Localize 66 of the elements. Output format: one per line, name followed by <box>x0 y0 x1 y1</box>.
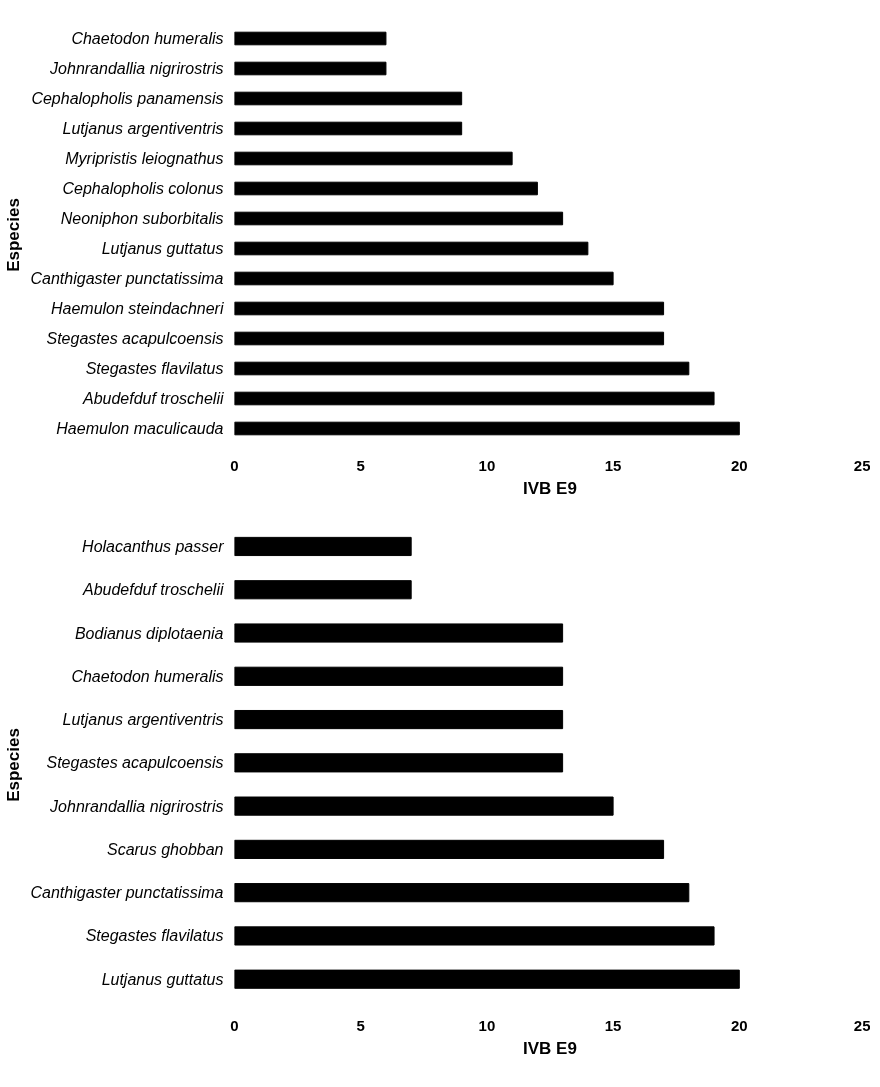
y-tick-label: Lutjanus guttatus <box>101 240 224 257</box>
y-axis-title: Especies <box>3 198 23 272</box>
bar <box>234 391 715 406</box>
bar <box>234 421 740 436</box>
y-tick-label: Johnrandallia nigrirostris <box>49 797 224 815</box>
x-tick-label: 20 <box>730 456 748 474</box>
y-tick-label: Bodianus diplotaenia <box>74 624 224 642</box>
y-tick-label: Abudefduf troschelii <box>81 390 224 407</box>
bar <box>234 31 387 46</box>
bar <box>234 709 564 730</box>
y-tick-label: Lutjanus argentiventris <box>62 711 224 729</box>
x-tick-label: 5 <box>356 1016 365 1034</box>
x-tick-label: 25 <box>853 1016 871 1034</box>
y-tick-label: Neoniphon suborbitalis <box>60 210 224 227</box>
y-tick-label: Stegastes flavilatus <box>85 360 224 377</box>
bar <box>234 211 564 226</box>
bar <box>234 796 614 816</box>
y-tick-label: Chaetodon humeralis <box>71 30 224 47</box>
x-tick-label: 0 <box>230 1016 239 1034</box>
y-tick-label: Scarus ghobban <box>106 840 224 858</box>
bar <box>234 623 564 643</box>
y-tick-label: Cephalopholis colonus <box>62 180 224 197</box>
y-tick-label: Haemulon steindachneri <box>50 300 224 317</box>
y-tick-label: Canthigaster punctatissima <box>30 270 224 287</box>
x-axis-title: IVB E9 <box>523 1038 577 1058</box>
bar <box>234 666 564 686</box>
y-tick-label: Lutjanus guttatus <box>101 970 224 988</box>
bar <box>234 151 513 166</box>
bar <box>234 969 740 989</box>
x-tick-label: 25 <box>853 456 871 474</box>
bar <box>234 536 412 557</box>
x-tick-label: 15 <box>604 1016 622 1034</box>
x-tick-label: 15 <box>604 456 622 474</box>
x-tick-label: 0 <box>230 456 239 474</box>
bar <box>234 580 412 600</box>
y-tick-label: Lutjanus argentiventris <box>62 120 224 137</box>
x-tick-label: 10 <box>478 456 496 474</box>
bar <box>234 241 589 256</box>
x-axis-title: IVB E9 <box>523 478 577 498</box>
bar <box>234 121 463 136</box>
bar <box>234 331 665 346</box>
y-tick-label: Holacanthus passer <box>82 537 225 555</box>
y-tick-label: Canthigaster punctatissima <box>30 884 224 902</box>
y-tick-label: Johnrandallia nigrirostris <box>49 60 224 77</box>
x-tick-label: 10 <box>478 1016 496 1034</box>
x-tick-label: 20 <box>730 1016 748 1034</box>
bar <box>234 839 665 859</box>
bar <box>234 753 564 773</box>
bar <box>234 181 538 196</box>
bar <box>234 271 614 286</box>
bar <box>234 883 690 903</box>
bar <box>234 91 463 106</box>
bar <box>234 926 715 946</box>
y-tick-label: Cephalopholis panamensis <box>31 90 224 107</box>
bar <box>234 301 665 316</box>
y-tick-label: Haemulon maculicauda <box>56 420 224 437</box>
x-tick-label: 5 <box>356 456 365 474</box>
bar <box>234 361 690 376</box>
bar <box>234 61 387 76</box>
y-tick-label: Abudefduf troschelii <box>81 581 224 599</box>
y-axis-title: Especies <box>3 728 23 802</box>
y-tick-label: Stegastes acapulcoensis <box>46 754 224 772</box>
y-tick-label: Chaetodon humeralis <box>71 667 224 685</box>
y-tick-label: Stegastes acapulcoensis <box>46 330 224 347</box>
y-tick-label: Stegastes flavilatus <box>85 927 224 945</box>
y-tick-label: Myripristis leiognathus <box>65 150 224 167</box>
